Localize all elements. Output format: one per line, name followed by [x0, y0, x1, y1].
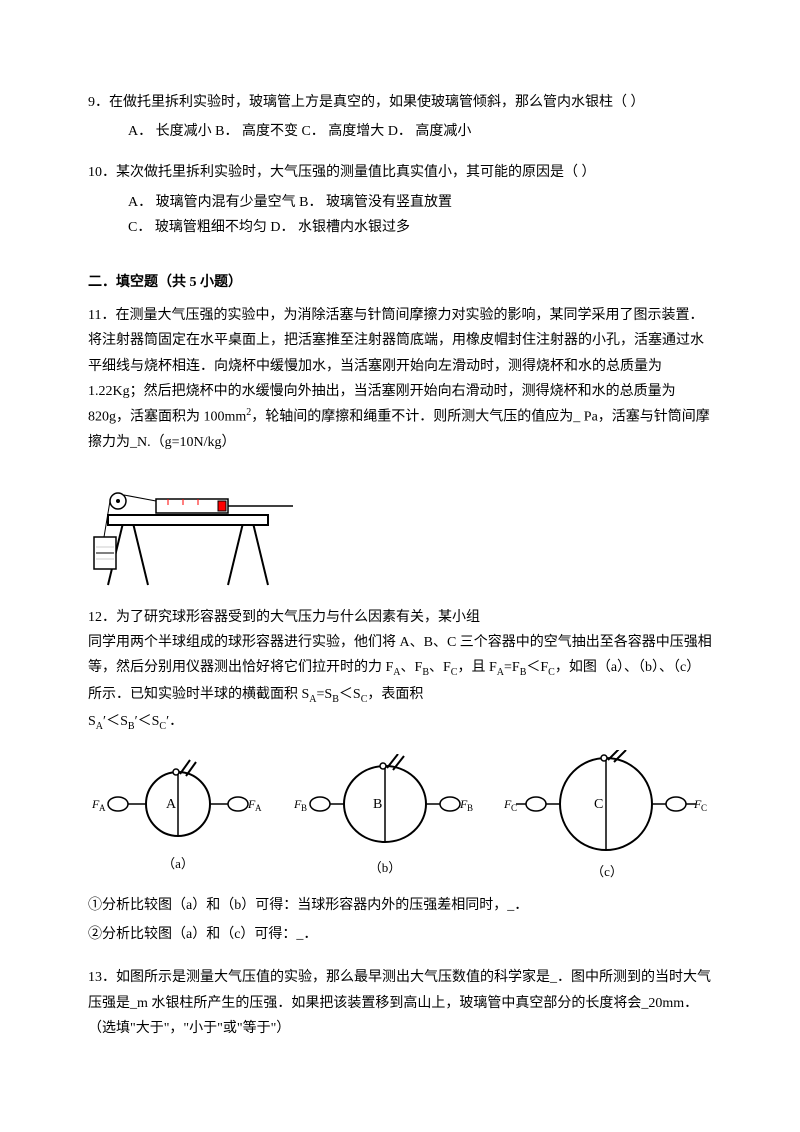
sphere-label-b: B — [373, 797, 382, 812]
sphere-a-unit: FA FA A （a） — [88, 758, 268, 875]
sub-a: A — [393, 667, 400, 678]
force-sub-a-left: A — [99, 803, 106, 813]
section-2-title: 二．填空题（共 5 小题） — [88, 270, 712, 295]
sub-a3: A — [309, 694, 316, 705]
q12-para2: 同学用两个半球组成的球形容器进行实验，他们将 A、B、C 三个容器中的空气抽出至… — [88, 630, 712, 709]
q11-para2: 1.22Kg；然后把烧杯中的水缓慢向外抽出，当活塞刚开始向右滑动时，测得烧杯和水… — [88, 379, 712, 455]
q12-p2f: ＜F — [526, 660, 548, 675]
question-12: 12．为了研究球形容器受到的大气压力与什么因素有关，某小组 同学用两个半球组成的… — [88, 605, 712, 948]
q12-p3d: ′． — [166, 714, 183, 729]
q9-opt-b: B． 高度不变 — [215, 124, 298, 139]
q12-figures-row: FA FA A （a） FB FB — [88, 750, 712, 883]
syringe-table-diagram — [88, 467, 298, 587]
q12-analysis-2: ②分析比较图（a）和（c）可得：_． — [88, 922, 712, 947]
q10-opt-d: D． 水银槽内水银过多 — [270, 220, 410, 235]
sphere-label-c: C — [594, 797, 603, 812]
question-11: 11．在测量大气压强的实验中，为消除活塞与针筒间摩擦力对实验的影响，某同学采用了… — [88, 303, 712, 587]
sub-a4: A — [96, 721, 103, 732]
q12-para3: SA′＜SB′＜SC′． — [88, 709, 712, 736]
caption-b: （b） — [369, 856, 402, 879]
q11-para1: 11．在测量大气压强的实验中，为消除活塞与针筒间摩擦力对实验的影响，某同学采用了… — [88, 303, 712, 379]
q12-analysis-1: ①分析比较图（a）和（b）可得：当球形容器内外的压强差相同时，_． — [88, 893, 712, 918]
sphere-c-unit: FC FC C （c） — [502, 750, 712, 883]
q9-opt-d: D． 高度减小 — [388, 124, 472, 139]
q12-p2h: =S — [317, 687, 333, 702]
caption-a: （a） — [162, 852, 194, 875]
q12-p2b: 、F — [401, 660, 423, 675]
q12-p2i: ＜S — [339, 687, 361, 702]
q12-p2d: ，且 F — [457, 660, 496, 675]
caption-c: （c） — [591, 860, 623, 883]
q12-p2j: ，表面积 — [367, 687, 423, 702]
q10-opt-b: B． 玻璃管没有竖直放置 — [299, 195, 452, 210]
q9-opt-a: A． 长度减小 — [128, 124, 212, 139]
sub-a2: A — [497, 667, 504, 678]
q10-opt-a: A． 玻璃管内混有少量空气 — [128, 195, 296, 210]
question-9: 9．在做托里拆利实验时，玻璃管上方是真空的，如果使玻璃管倾斜，那么管内水银柱（ … — [88, 90, 712, 144]
sphere-b-diagram: FB FB B — [290, 754, 480, 852]
q10-stem: 10．某次做托里拆利实验时，大气压强的测量值比真实值小，其可能的原因是（ ） — [88, 160, 712, 185]
q12-para1: 12．为了研究球形容器受到的大气压力与什么因素有关，某小组 — [88, 605, 712, 630]
force-sub-b-right: B — [467, 803, 473, 813]
q12-p2c: 、F — [429, 660, 451, 675]
q10-opt-c: C． 玻璃管粗细不均匀 — [128, 220, 267, 235]
sphere-c-diagram: FC FC C — [502, 750, 712, 856]
sub-c2: C — [548, 667, 555, 678]
q12-p3b: ′＜S — [103, 714, 128, 729]
q12-p2e: =F — [504, 660, 520, 675]
q12-p3a: S — [88, 714, 96, 729]
q11-figure — [88, 467, 712, 587]
force-sub-b-left: B — [301, 803, 307, 813]
question-10: 10．某次做托里拆利实验时，大气压强的测量值比真实值小，其可能的原因是（ ） A… — [88, 160, 712, 240]
q12-p3c: ′＜S — [135, 714, 160, 729]
force-sub-c-right: C — [701, 803, 707, 813]
sphere-a-diagram: FA FA A — [88, 758, 268, 848]
sub-b3: B — [332, 694, 339, 705]
sphere-label-a: A — [166, 797, 177, 812]
q12-analysis: ①分析比较图（a）和（b）可得：当球形容器内外的压强差相同时，_． ②分析比较图… — [88, 893, 712, 947]
sub-b4: B — [128, 721, 135, 732]
sphere-b-unit: FB FB B （b） — [290, 754, 480, 879]
q10-options: A． 玻璃管内混有少量空气 B． 玻璃管没有竖直放置 C． 玻璃管粗细不均匀 D… — [88, 190, 712, 240]
q13-text: 13．如图所示是测量大气压值的实验，那么最早测出大气压数值的科学家是_．图中所测… — [88, 965, 712, 1041]
q9-options: A． 长度减小 B． 高度不变 C． 高度增大 D． 高度减小 — [88, 119, 712, 144]
question-13: 13．如图所示是测量大气压值的实验，那么最早测出大气压数值的科学家是_．图中所测… — [88, 965, 712, 1041]
sub-b: B — [422, 667, 429, 678]
q9-stem: 9．在做托里拆利实验时，玻璃管上方是真空的，如果使玻璃管倾斜，那么管内水银柱（ … — [88, 90, 712, 115]
force-sub-a-right: A — [255, 803, 262, 813]
q9-opt-c: C． 高度增大 — [301, 124, 384, 139]
